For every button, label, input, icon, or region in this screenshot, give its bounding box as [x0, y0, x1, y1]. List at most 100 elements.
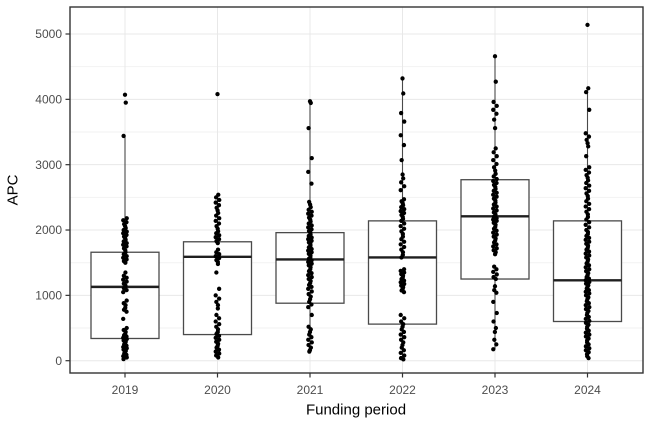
- data-point: [216, 296, 222, 301]
- data-point: [213, 235, 218, 240]
- x-tick-label: 2023: [482, 383, 509, 397]
- data-point: [585, 140, 590, 146]
- data-point: [398, 350, 403, 356]
- data-point: [121, 316, 126, 322]
- data-point: [213, 195, 219, 200]
- data-point: [217, 252, 222, 257]
- data-point: [398, 133, 403, 138]
- data-point: [306, 248, 311, 253]
- data-point: [401, 329, 407, 335]
- data-point: [306, 304, 311, 310]
- data-point: [587, 346, 592, 351]
- data-point: [586, 220, 592, 225]
- data-point: [214, 270, 219, 275]
- x-axis-title: Funding period: [305, 401, 407, 419]
- y-tick-label: 3000: [35, 158, 62, 172]
- data-point: [401, 176, 406, 181]
- data-point: [309, 340, 314, 345]
- data-point: [213, 218, 218, 224]
- data-point: [309, 302, 314, 307]
- data-point: [121, 255, 126, 260]
- panel-border: [69, 6, 644, 374]
- data-point: [215, 303, 221, 308]
- data-point: [401, 357, 406, 362]
- data-point: [121, 356, 126, 362]
- data-point: [583, 186, 588, 191]
- data-point: [494, 267, 499, 272]
- data-point: [309, 235, 314, 240]
- data-point: [491, 230, 496, 235]
- data-point: [491, 150, 496, 155]
- data-point: [586, 355, 591, 361]
- data-point: [491, 319, 496, 324]
- data-point: [491, 347, 496, 352]
- data-point: [307, 349, 312, 354]
- data-point: [121, 277, 126, 282]
- data-point: [401, 278, 407, 283]
- data-point: [494, 342, 499, 347]
- data-point: [214, 213, 219, 218]
- data-point: [399, 180, 404, 185]
- data-point: [586, 235, 592, 241]
- data-point: [583, 316, 588, 322]
- x-tick-label: 2020: [204, 383, 231, 397]
- data-point: [586, 86, 591, 91]
- data-point: [402, 206, 407, 212]
- data-point: [491, 299, 496, 305]
- data-point: [121, 133, 126, 139]
- data-point: [217, 351, 222, 356]
- data-point: [399, 218, 404, 224]
- data-point: [398, 312, 403, 318]
- data-point: [214, 299, 219, 305]
- data-point: [123, 260, 128, 265]
- data-point: [491, 178, 496, 184]
- data-point: [491, 157, 496, 163]
- data-point: [217, 321, 222, 327]
- data-point: [123, 100, 128, 105]
- data-point: [309, 284, 314, 290]
- data-point: [401, 244, 407, 250]
- data-point: [585, 22, 590, 28]
- data-point: [309, 155, 314, 161]
- data-point: [124, 287, 129, 293]
- data-point: [494, 310, 499, 316]
- x-tick-label: 2024: [574, 383, 601, 397]
- data-point: [583, 167, 588, 173]
- data-point: [584, 180, 589, 186]
- data-point: [494, 154, 499, 159]
- data-point: [583, 251, 588, 256]
- data-point: [306, 225, 311, 230]
- data-point: [124, 275, 129, 280]
- data-point: [213, 254, 218, 259]
- data-point: [122, 92, 128, 97]
- data-point: [491, 244, 496, 249]
- data-point: [399, 255, 404, 260]
- data-point: [398, 188, 403, 193]
- data-point: [583, 330, 588, 335]
- data-point: [402, 353, 407, 358]
- data-point: [124, 309, 129, 314]
- data-point: [401, 239, 407, 244]
- data-point: [583, 265, 588, 270]
- data-point: [402, 119, 407, 124]
- data-point: [306, 259, 311, 265]
- data-point: [583, 90, 589, 95]
- y-tick-label: 2000: [35, 223, 62, 237]
- data-point: [491, 117, 497, 122]
- data-point: [124, 355, 129, 360]
- data-point: [124, 254, 129, 259]
- data-point: [398, 332, 403, 337]
- data-point: [587, 332, 592, 337]
- data-point: [402, 335, 407, 340]
- data-point: [216, 333, 222, 339]
- data-point: [121, 218, 126, 223]
- data-point: [494, 103, 499, 109]
- data-point: [583, 204, 588, 209]
- data-point: [402, 316, 407, 321]
- data-point: [587, 318, 592, 323]
- data-point: [491, 192, 496, 197]
- data-point: [306, 125, 311, 131]
- data-point: [583, 222, 588, 227]
- data-point: [494, 228, 499, 233]
- data-point: [584, 199, 589, 204]
